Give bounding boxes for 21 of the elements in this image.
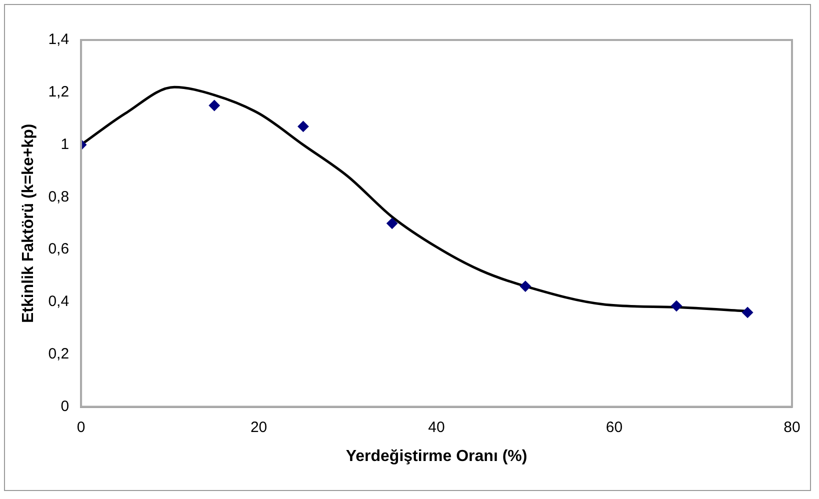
y-tick-label: 0,6 <box>48 240 70 258</box>
x-tick-label: 0 <box>76 418 86 436</box>
point <box>520 280 531 292</box>
x-axis-title: Yerdeğiştirme Oranı (%) <box>346 448 528 465</box>
y-tick-label: 1,4 <box>48 31 70 48</box>
x-tick-label: 40 <box>428 418 445 436</box>
point <box>670 300 682 312</box>
y-tick-label: 1 <box>60 136 70 153</box>
x-tick-label: 20 <box>250 418 268 436</box>
x-tick-label: 60 <box>606 418 623 436</box>
point <box>208 100 220 111</box>
point <box>298 120 309 132</box>
y-tick-label: 0,4 <box>48 293 70 310</box>
point <box>386 218 398 229</box>
y-tick-label: 0,8 <box>48 188 70 206</box>
point <box>742 306 754 318</box>
y-axis-title: Etkinlik Faktörü (k=ke+kp) <box>20 124 38 323</box>
y-tick-label: 1,2 <box>48 84 70 101</box>
y-tick-label: 0 <box>60 398 70 415</box>
y-tick-label: 0,2 <box>48 346 70 363</box>
x-tick-label: 80 <box>784 418 800 436</box>
